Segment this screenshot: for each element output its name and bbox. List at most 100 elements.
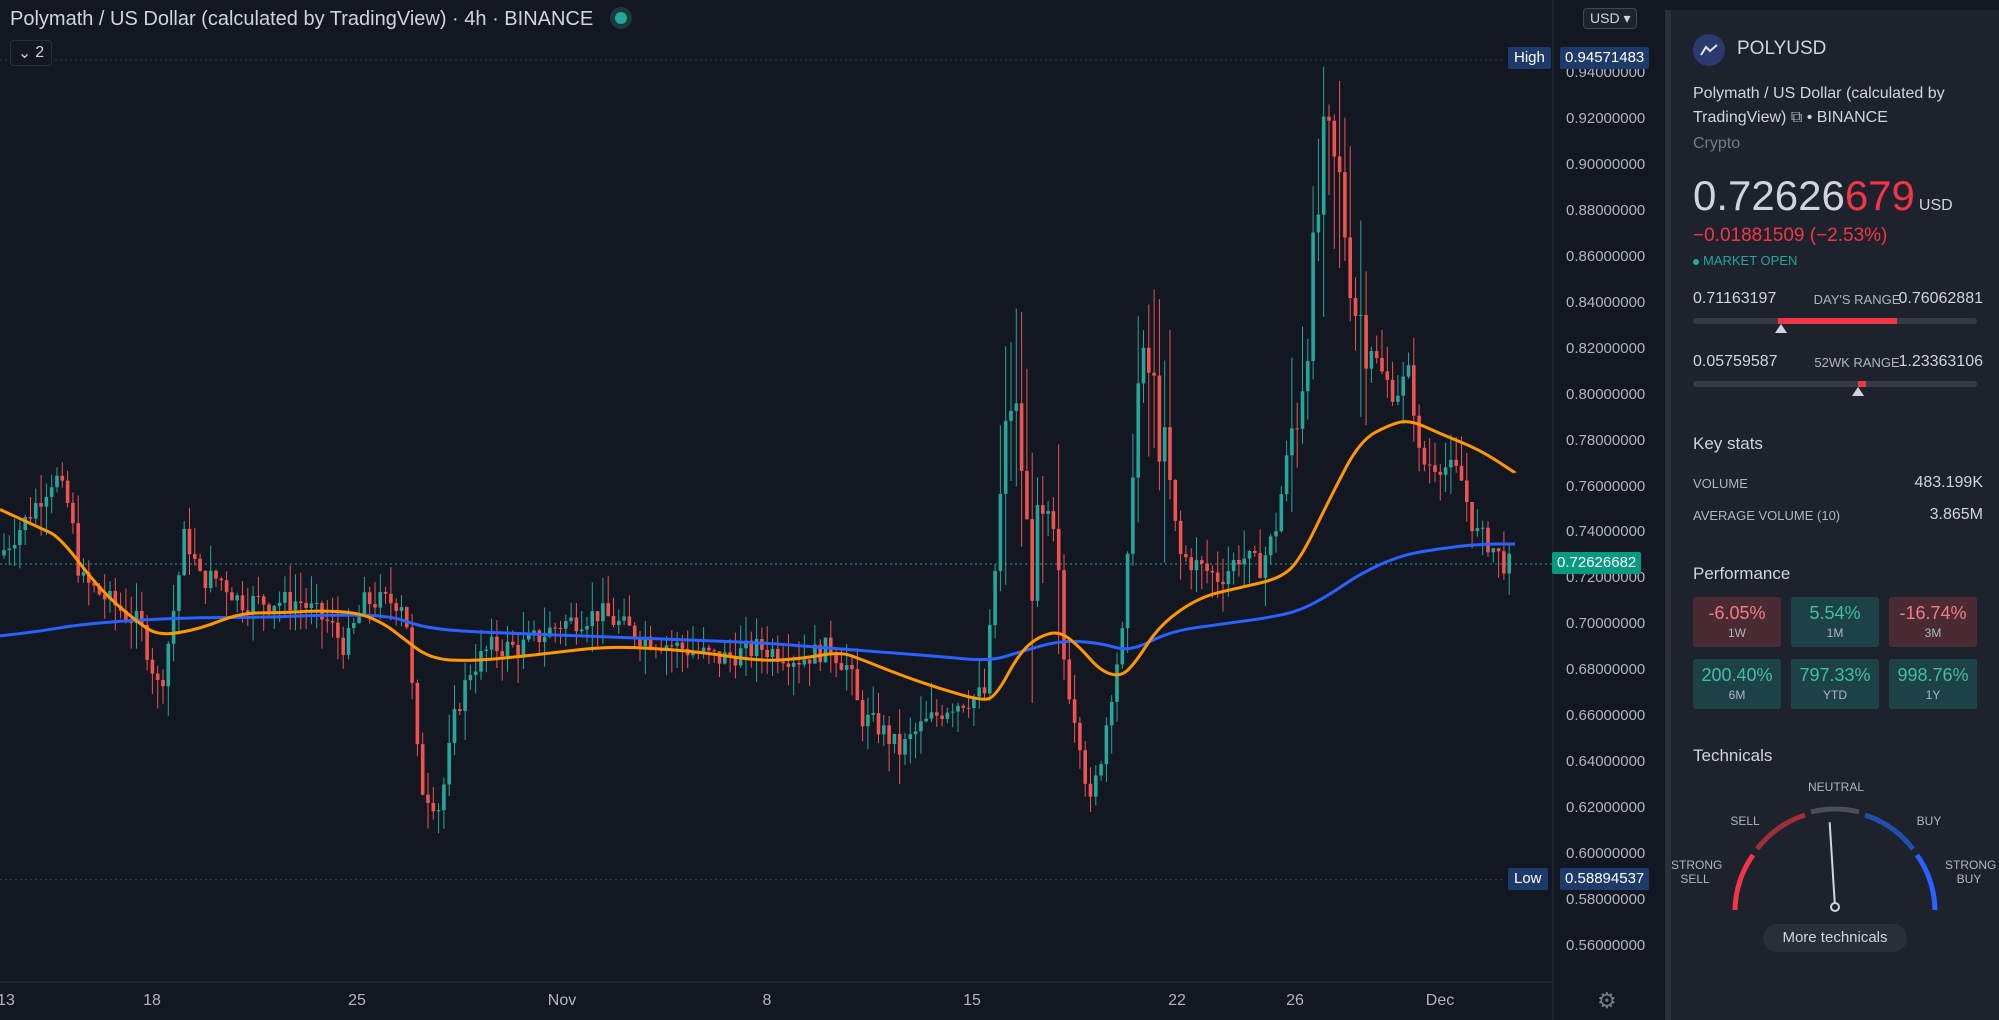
candle-up xyxy=(526,633,531,640)
candle-down xyxy=(1030,519,1034,601)
price-axis-tick: 0.70000000 xyxy=(1566,615,1646,633)
symbol-details-panel: POLYUSD Polymath / US Dollar (calculated… xyxy=(1665,10,1999,1020)
candle-up xyxy=(1115,664,1119,702)
candle-up xyxy=(542,636,547,643)
symbol-description: Polymath / US Dollar (calculated by Trad… xyxy=(1693,85,1945,126)
candle-down xyxy=(829,637,833,655)
symbol-description-text: Polymath / US Dollar (calculated by Trad… xyxy=(1693,85,1945,126)
candle-up xyxy=(548,627,552,637)
performance-cell-3m[interactable]: -16.74% 3M xyxy=(1889,597,1977,647)
candle-up xyxy=(235,595,239,601)
time-axis-tick: Nov xyxy=(547,992,577,1009)
candle-down xyxy=(1178,520,1183,554)
performance-cell-1m[interactable]: 5.54% 1M xyxy=(1791,597,1879,647)
candle-up xyxy=(770,648,775,657)
candle-down xyxy=(670,645,674,647)
wk52-range-bar xyxy=(1693,381,1977,387)
days-range-fill xyxy=(1778,318,1898,324)
performance-cell-6m[interactable]: 200.40% 6M xyxy=(1693,659,1781,709)
candle-up xyxy=(1475,528,1480,532)
candle-up xyxy=(1136,383,1140,478)
candle-down xyxy=(1072,699,1077,723)
price-chart[interactable] xyxy=(0,0,1665,1020)
gauge-neutral-arc xyxy=(1810,806,1860,815)
price-axis-tick: 0.56000000 xyxy=(1566,937,1646,954)
gauge-neutral-label: NEUTRAL xyxy=(1807,780,1864,794)
candle-down xyxy=(961,705,966,708)
candle-up xyxy=(1104,725,1109,765)
price-axis-tick: 0.66000000 xyxy=(1566,707,1646,725)
candle-up xyxy=(929,712,934,719)
performance-cell-1y[interactable]: 998.76% 1Y xyxy=(1889,659,1977,709)
gauge-buy-label: BUY xyxy=(1916,814,1942,828)
candle-up xyxy=(1014,403,1019,411)
candle-down xyxy=(537,630,542,643)
chevron-down-icon: ▾ xyxy=(1623,10,1631,26)
performance-cell-1w[interactable]: -6.05% 1W xyxy=(1693,597,1781,647)
candle-up xyxy=(1401,376,1405,396)
wk52-range-fill xyxy=(1857,381,1867,387)
candle-down xyxy=(140,610,144,625)
candle-down xyxy=(246,610,250,613)
candle-down xyxy=(1295,428,1299,430)
candle-up xyxy=(134,610,139,623)
candle-down xyxy=(420,744,425,795)
candle-up xyxy=(293,601,298,611)
chart-area[interactable]: Polymath / US Dollar (calculated by Trad… xyxy=(0,0,1665,1020)
candle-down xyxy=(367,592,372,604)
candle-down xyxy=(230,592,234,601)
candle-down xyxy=(304,602,308,609)
candle-down xyxy=(574,617,579,632)
technicals-title: Technicals xyxy=(1693,746,1773,765)
title-sep: · xyxy=(486,8,505,30)
candle-down xyxy=(897,733,902,755)
candle-up xyxy=(251,595,255,613)
technicals-gauge[interactable] xyxy=(1671,770,1999,920)
candle-up xyxy=(1194,560,1199,571)
candle-up xyxy=(1369,351,1374,369)
candle-up xyxy=(813,644,817,664)
currency-button[interactable]: USD ▾ xyxy=(1583,8,1638,29)
candle-up xyxy=(1290,428,1294,456)
candle-up xyxy=(12,545,17,549)
candle-down xyxy=(733,655,738,666)
candle-up xyxy=(1306,361,1310,392)
gear-icon[interactable]: ⚙ xyxy=(1597,988,1617,1013)
candle-down xyxy=(1433,465,1437,472)
candle-up xyxy=(1406,365,1411,377)
candle-down xyxy=(1041,505,1045,514)
candle-up xyxy=(998,493,1003,571)
candle-down xyxy=(1390,379,1395,402)
candle-down xyxy=(940,715,944,719)
candle-up xyxy=(399,607,404,611)
candle-down xyxy=(1152,372,1156,376)
candle-down xyxy=(1205,563,1209,571)
candle-up xyxy=(309,603,314,609)
performance-cell-ytd[interactable]: 797.33% YTD xyxy=(1791,659,1879,709)
candle-down xyxy=(1147,347,1151,373)
candle-up xyxy=(18,530,22,546)
candle-down xyxy=(1258,553,1262,578)
candle-up xyxy=(1231,559,1236,572)
candle-up xyxy=(34,503,38,519)
candle-down xyxy=(786,663,791,667)
gauge-pivot xyxy=(1830,902,1840,912)
candle-down xyxy=(1459,465,1464,481)
candle-down xyxy=(1343,172,1347,238)
price-main: 0.72626 xyxy=(1693,172,1845,219)
external-link-icon[interactable]: ⧉ xyxy=(1790,109,1803,126)
collapse-indicators-button[interactable]: ⌄ 2 xyxy=(10,40,52,66)
candle-down xyxy=(60,475,65,481)
candle-down xyxy=(887,725,891,744)
candle-up xyxy=(903,738,907,755)
candle-down xyxy=(1221,581,1225,585)
more-technicals-button[interactable]: More technicals xyxy=(1763,924,1907,952)
candle-up xyxy=(1311,232,1315,362)
candle-down xyxy=(1253,550,1257,554)
candle-down xyxy=(87,572,91,583)
time-axis-tick: 8 xyxy=(762,992,772,1009)
candle-up xyxy=(1480,527,1485,529)
candle-up xyxy=(691,651,695,656)
symbol-name[interactable]: POLYUSD xyxy=(1737,38,1827,59)
chart-title-interval[interactable]: 4h xyxy=(464,8,487,30)
